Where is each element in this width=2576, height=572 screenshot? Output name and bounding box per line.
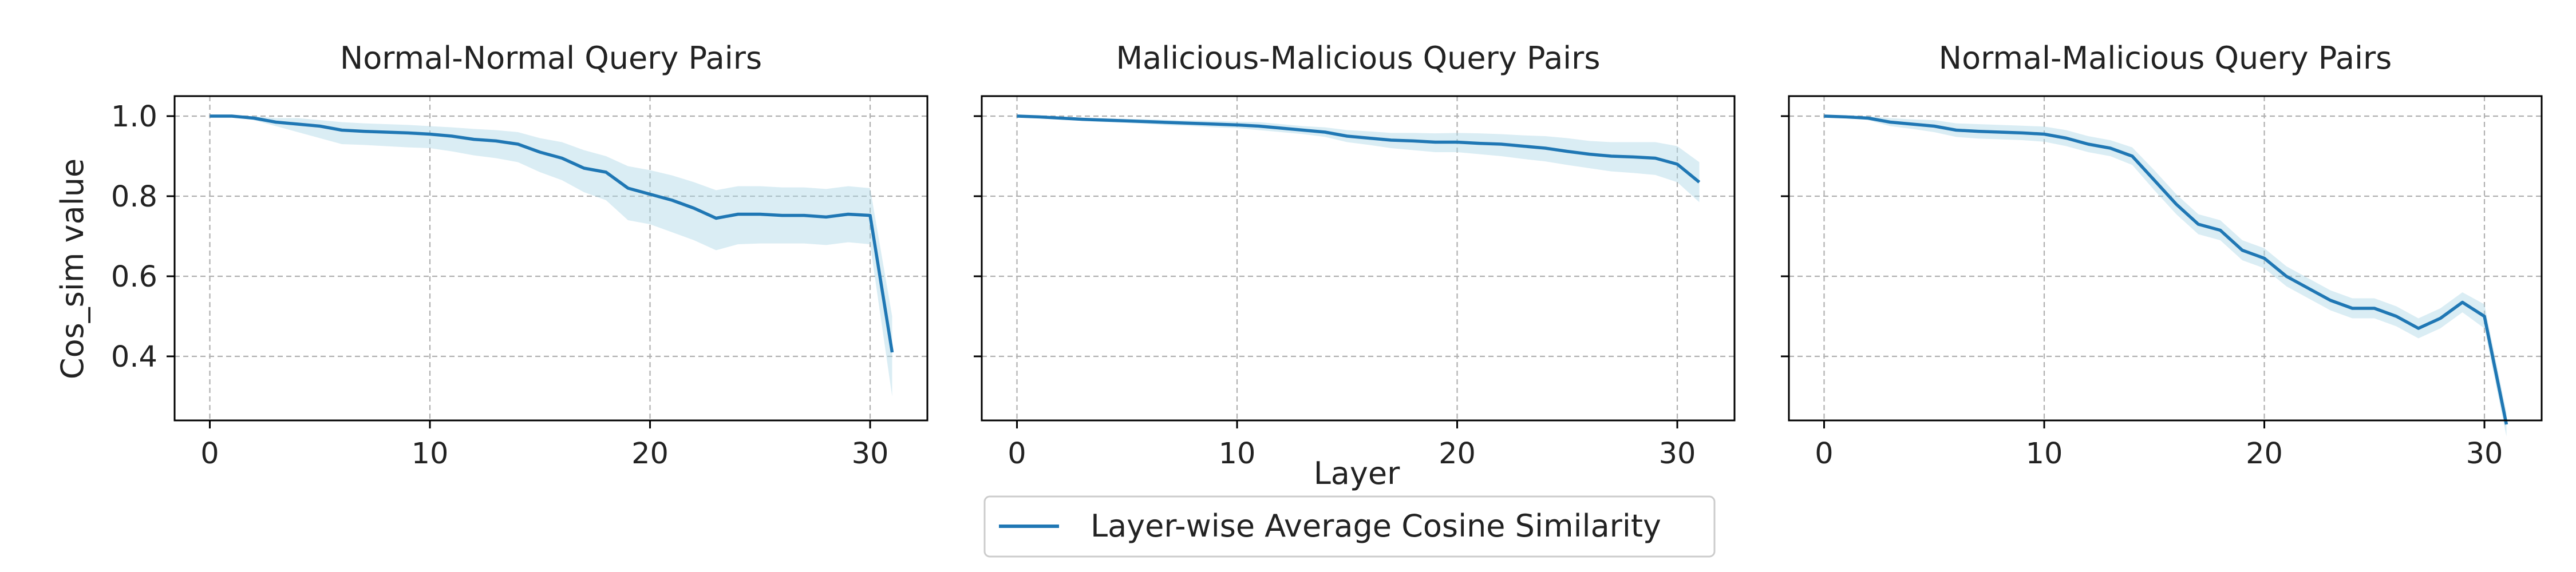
x-tick-label-0: 0 (1008, 437, 1026, 471)
axes-frame (173, 95, 929, 422)
panel-title: Malicious-Malicious Query Pairs (1116, 40, 1600, 76)
x-tick-label-2: 20 (2246, 437, 2283, 471)
confidence-band (210, 116, 892, 396)
x-tick-label-2: 20 (1439, 437, 1476, 471)
series-line (210, 114, 894, 353)
panel-3: 0 10 20 30 Normal-Malicious Query Pairs (1781, 40, 2543, 471)
x-tick-label-3: 30 (852, 437, 889, 471)
y-tick-label-3: 1.0 (111, 100, 157, 134)
x-tick-label-1: 10 (2026, 437, 2063, 471)
chart-panels: 0 10 20 30 0.4 0.6 0.8 1.0 Normal-Normal Query P… (111, 40, 2543, 471)
panel-2: 0 10 20 30 Malicious-Malicious Query Pairs (974, 40, 1736, 471)
y-tick-label-2: 0.8 (111, 180, 157, 214)
series-line (1017, 114, 1701, 184)
x-tick-label-0: 0 (200, 437, 219, 471)
y-tick-label-1: 0.6 (111, 260, 157, 294)
series-line (1824, 114, 2508, 425)
axes-frame (1788, 95, 2543, 422)
x-axis-title: Layer (1314, 455, 1400, 491)
legend-frame (983, 495, 1716, 558)
x-tick-label-2: 20 (631, 437, 669, 471)
confidence-band (1017, 116, 1700, 202)
legend-entry-label: Layer-wise Average Cosine Similarity (1091, 508, 1661, 544)
panel-1: 0 10 20 30 0.4 0.6 0.8 1.0 Normal-Normal Query P… (111, 40, 929, 471)
x-tick-label-3: 30 (1659, 437, 1696, 471)
y-axis-title: Cos_sim value (54, 158, 90, 379)
panel-title: Normal-Normal Query Pairs (340, 40, 762, 76)
y-tick-label-0: 0.4 (111, 340, 157, 374)
x-tick-label-3: 30 (2466, 437, 2503, 471)
x-tick-label-0: 0 (1815, 437, 1833, 471)
panel-title: Normal-Malicious Query Pairs (1939, 40, 2392, 76)
x-tick-label-1: 10 (412, 437, 449, 471)
axes-frame (981, 95, 1736, 422)
legend: Layer-wise Average Cosine Similarity (983, 495, 1716, 558)
x-tick-label-1: 10 (1219, 437, 1256, 471)
